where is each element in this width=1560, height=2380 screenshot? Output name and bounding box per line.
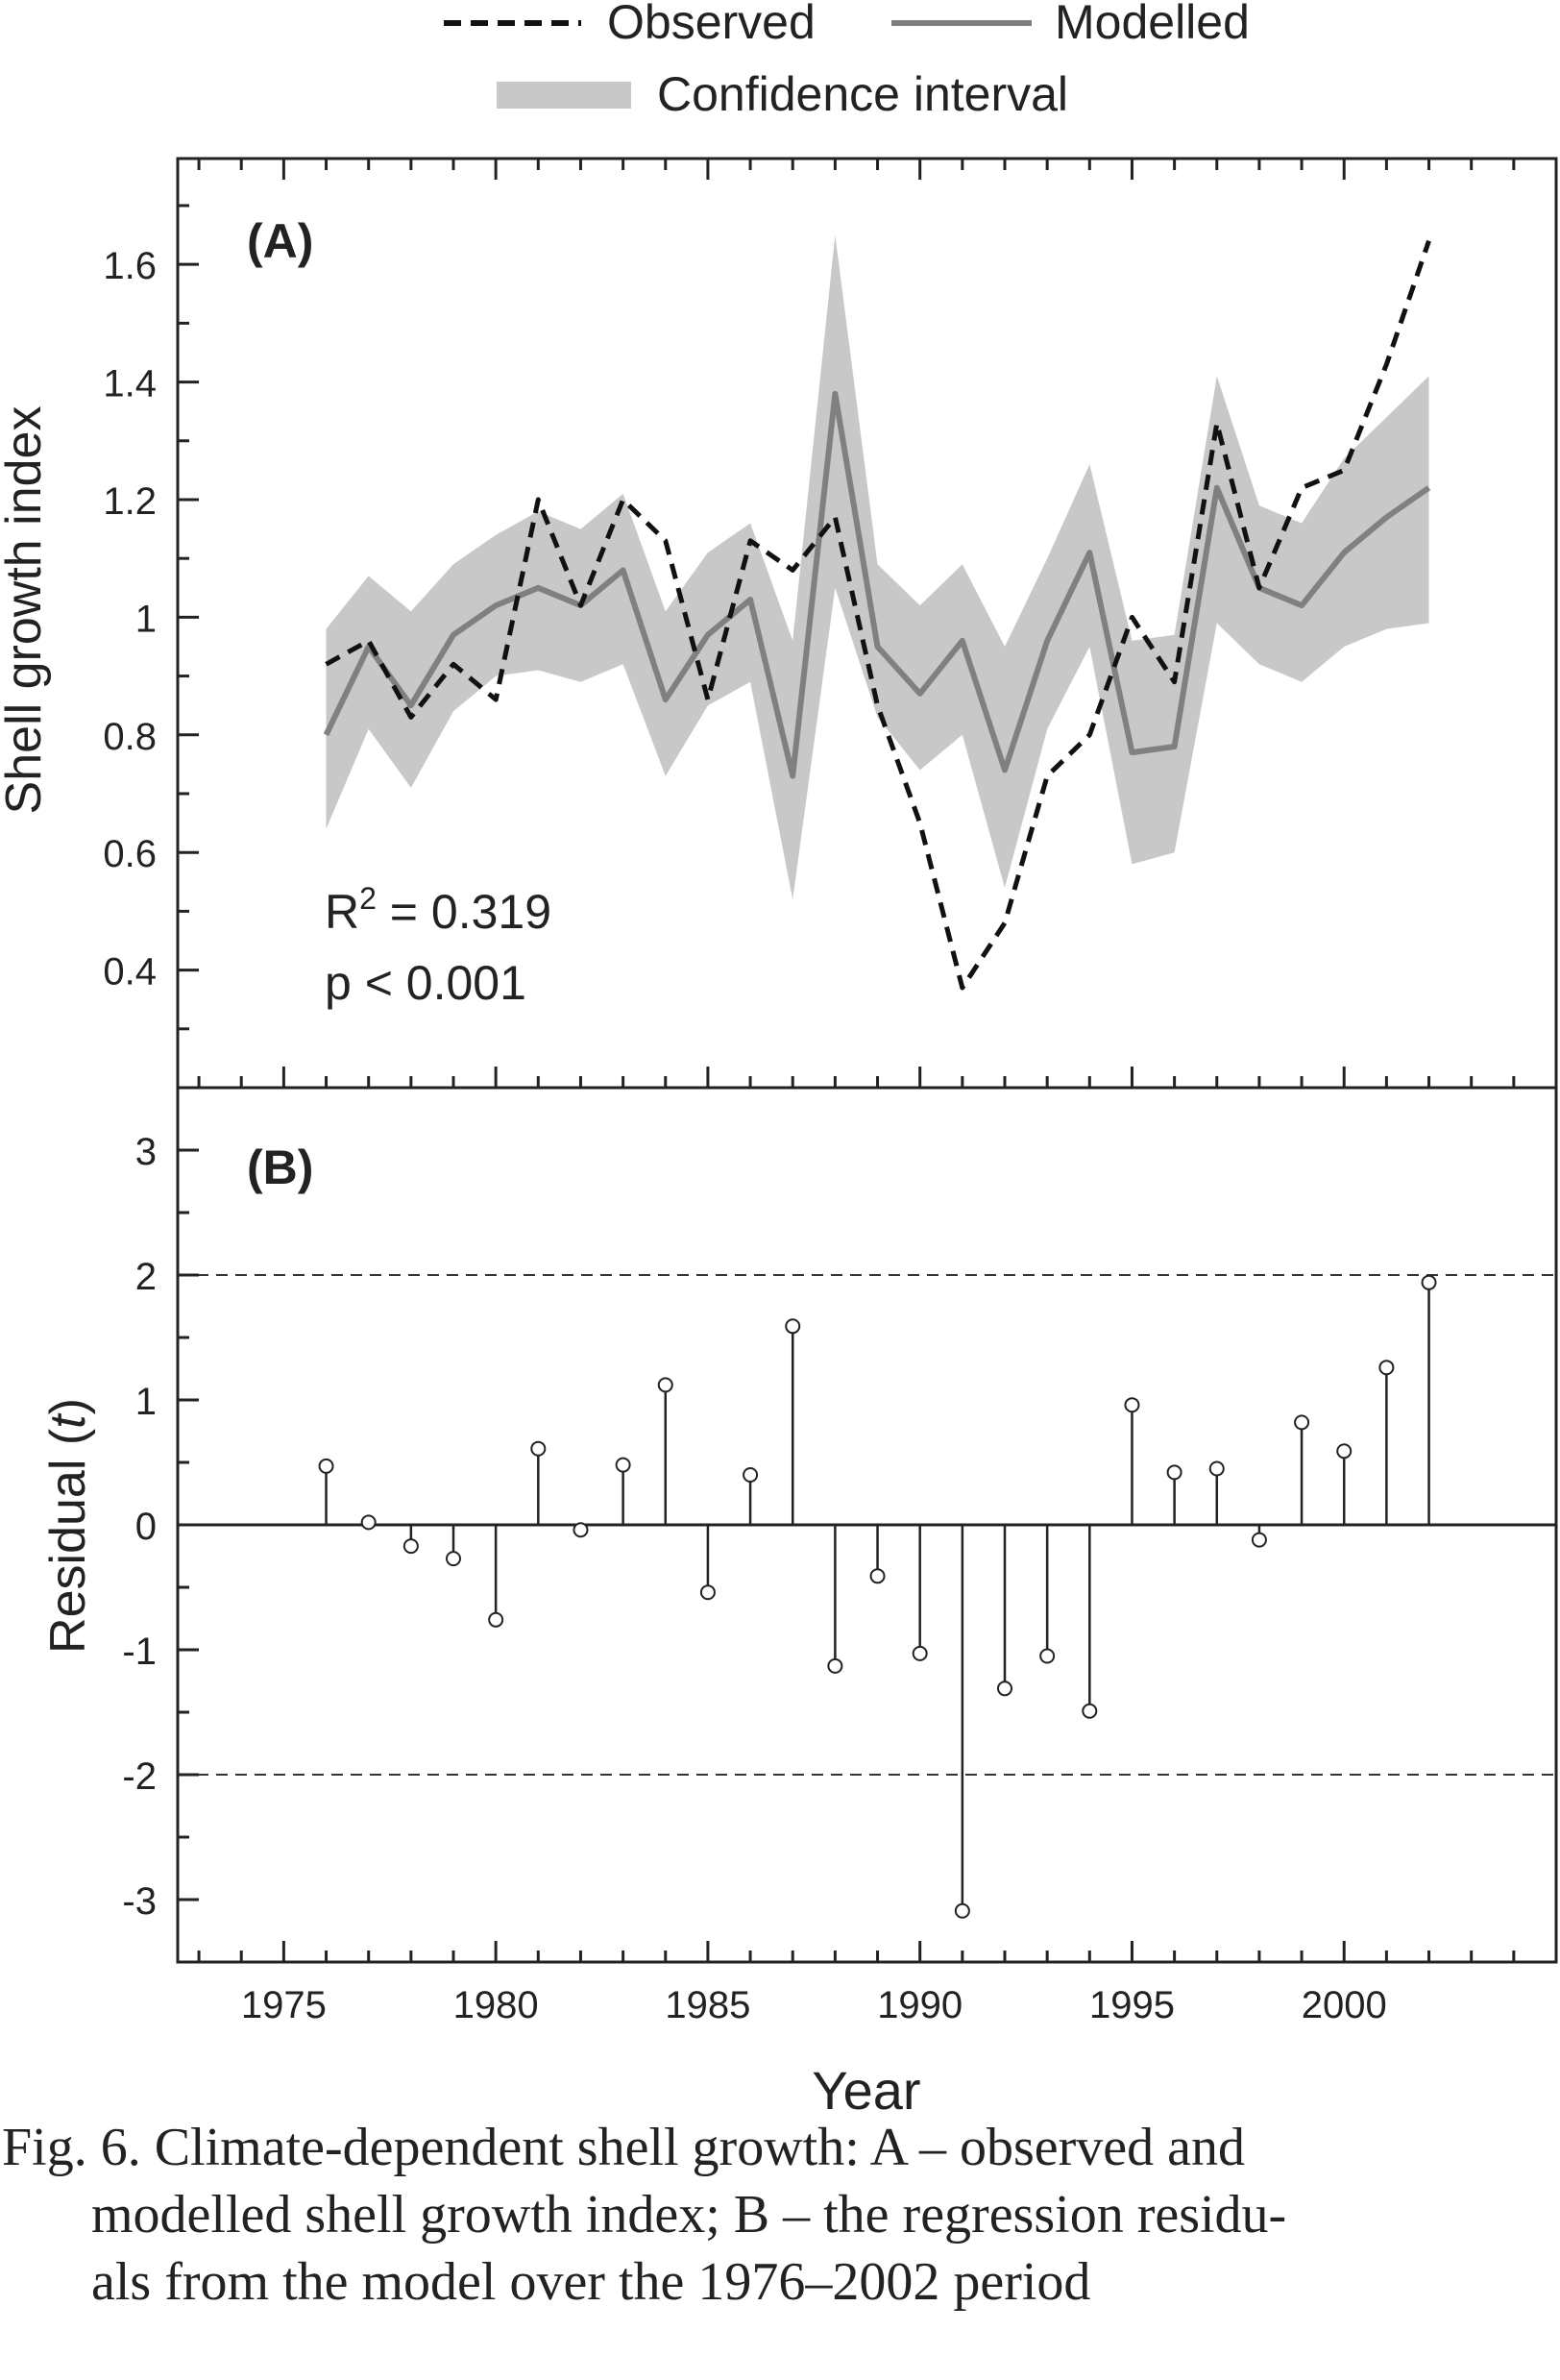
- residual-point: [360, 1514, 377, 1531]
- residual-point: [446, 1551, 461, 1567]
- caption-line-1: Fig. 6. Climate-dependent shell growth: …: [2, 2118, 1246, 2177]
- panel-b-label: (B): [247, 1141, 313, 1194]
- x-axis-label: Year: [812, 2060, 920, 2114]
- residual-stems: [318, 1274, 1437, 1919]
- residual-point: [1251, 1532, 1267, 1548]
- residual-point: [1421, 1274, 1437, 1290]
- residual-point: [1378, 1360, 1395, 1376]
- panel-a-y-tick-label: 1.4: [103, 363, 157, 405]
- panel-b-y-tick-label: 0: [135, 1506, 157, 1548]
- residual-point: [1166, 1464, 1182, 1481]
- residual-point: [1208, 1460, 1225, 1477]
- residual-point: [318, 1458, 334, 1474]
- panel-b-y-ticks: -3 -2 -1 0 1 2 3: [122, 1131, 199, 1923]
- panel-b-y-tick-label: 3: [135, 1131, 157, 1173]
- residual-point: [1124, 1397, 1140, 1413]
- observed-series: [325, 239, 1431, 991]
- residual-point: [1336, 1443, 1353, 1460]
- panel-a-y-tick-label: 1.2: [103, 480, 157, 523]
- modelled-line: [323, 390, 1431, 779]
- residual-point: [402, 1538, 419, 1555]
- caption-line-3: als from the model over the 1976–2002 pe…: [91, 2252, 1091, 2312]
- x-axis-ticks: 1975 1980 1985 1990 1995 2000: [197, 159, 1516, 2026]
- panel-b-y-tick-label: 2: [135, 1256, 157, 1298]
- residual-point: [912, 1645, 928, 1661]
- x-tick-label: 2000: [1302, 1984, 1387, 2026]
- residual-point: [954, 1902, 970, 1919]
- caption-line-2: modelled shell growth index; B – the reg…: [91, 2185, 1287, 2245]
- panel-b-y-axis-label: Residual (t): [40, 1398, 96, 1654]
- panel-a-y-tick-label: 1: [135, 598, 157, 640]
- legend: Observed Modelled Confidence interval: [444, 0, 1250, 121]
- x-tick-label: 1980: [453, 1984, 539, 2026]
- residual-point: [699, 1584, 716, 1601]
- residual-point: [1294, 1414, 1310, 1431]
- observed-line: [325, 239, 1431, 991]
- residual-point: [827, 1657, 843, 1674]
- x-tick-label: 1990: [877, 1984, 963, 2026]
- panel-a-y-tick-label: 0.4: [103, 951, 157, 994]
- residual-point: [997, 1681, 1012, 1697]
- panel-b-y-tick-label: -1: [122, 1631, 157, 1673]
- residual-point: [869, 1568, 886, 1584]
- confidence-band: [326, 234, 1429, 900]
- panel-a-label: (A): [247, 214, 313, 268]
- panel-a: 0.4 0.6 0.8 1 1.2 1.4 1.6 (A) R2 = 0.319 p < 0…: [0, 157, 1558, 1090]
- residual-point: [573, 1522, 589, 1538]
- residual-point: [615, 1457, 631, 1473]
- modelled-series: [323, 390, 1431, 779]
- legend-observed-label: Observed: [607, 0, 816, 49]
- panel-a-y-axis-label: Shell growth index: [0, 406, 52, 815]
- p-value-annotation: p < 0.001: [325, 956, 526, 1010]
- x-tick-label: 1975: [241, 1984, 327, 2026]
- panel-a-y-tick-label: 0.8: [103, 716, 157, 758]
- panel-b-frame: [176, 1086, 1558, 1964]
- panel-b-y-tick-label: 1: [135, 1381, 157, 1423]
- panel-a-y-tick-label: 1.6: [103, 245, 157, 287]
- legend-confidence-label: Confidence interval: [657, 67, 1068, 121]
- r-squared-annotation: R2 = 0.319: [325, 881, 551, 939]
- residual-point: [743, 1467, 759, 1483]
- panel-b-y-tick-label: -3: [122, 1880, 157, 1923]
- legend-confidence-swatch: [497, 82, 631, 109]
- figure: Observed Modelled Confidence interval 0.…: [0, 0, 1558, 2114]
- residual-point: [785, 1318, 801, 1335]
- residual-point: [488, 1611, 504, 1628]
- residual-point: [1082, 1703, 1098, 1719]
- confidence-band-area: [326, 234, 1429, 900]
- residual-point: [657, 1377, 673, 1393]
- x-tick-label: 1995: [1089, 1984, 1175, 2026]
- legend-modelled-label: Modelled: [1055, 0, 1250, 49]
- panel-a-y-tick-label: 0.6: [103, 833, 157, 875]
- residual-point: [1039, 1648, 1056, 1664]
- panel-b-y-tick-label: -2: [122, 1755, 157, 1798]
- residual-point: [530, 1440, 547, 1457]
- x-tick-label: 1985: [665, 1984, 750, 2026]
- panel-a-y-ticks: 0.4 0.6 0.8 1 1.2 1.4 1.6: [103, 204, 199, 1031]
